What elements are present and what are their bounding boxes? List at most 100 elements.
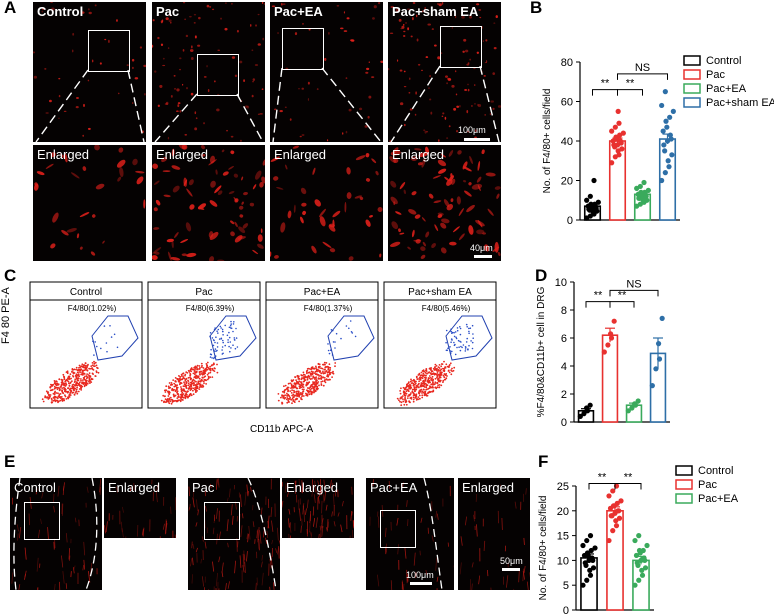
y-tick-label: 80 <box>561 57 573 69</box>
data-point <box>601 349 607 355</box>
image-label-pac: Pac <box>156 4 180 19</box>
sig-bracket <box>588 483 616 490</box>
flow-gate <box>91 315 139 361</box>
legend-swatch <box>683 69 701 80</box>
panel-letter-c: C <box>4 266 17 285</box>
legend-label: Pac+EA <box>706 83 747 95</box>
data-point <box>590 565 597 571</box>
data-point <box>587 193 593 199</box>
data-point <box>615 508 621 514</box>
y-tick-label: 4 <box>561 361 567 373</box>
data-point <box>580 582 586 588</box>
data-point <box>587 402 593 408</box>
roi-box <box>204 502 240 540</box>
image-label-pac-ea: Pac+EA <box>370 480 418 495</box>
y-tick-label: 10 <box>555 277 567 289</box>
tissue-texture <box>33 2 146 137</box>
tissue-texture <box>271 2 383 142</box>
data-point <box>587 572 594 578</box>
image-label-pac-sham-ea: Pac+sham EA <box>392 4 479 19</box>
data-point <box>666 164 672 170</box>
data-point <box>667 132 673 138</box>
legend-swatch <box>675 479 693 490</box>
nerve-image-pac-ea: Pac+EA 100μm <box>366 478 454 590</box>
enlarged-image-pac: Enlarged <box>152 145 265 261</box>
y-tick-label: 8 <box>561 305 567 317</box>
y-tick-label: 20 <box>557 506 569 518</box>
scale-bar-label: 40μm <box>470 243 493 253</box>
legend-label: Pac+EA <box>698 493 739 505</box>
sig-bracket <box>585 301 611 308</box>
data-point <box>595 199 601 205</box>
data-point <box>616 120 622 126</box>
sig-label: ** <box>598 472 607 484</box>
data-point <box>611 142 617 148</box>
scale-bar-label: 100μm <box>458 125 486 135</box>
data-point <box>610 503 617 509</box>
nerve-enlarged-control: Enlarged <box>104 478 176 538</box>
y-tick-label: 60 <box>561 97 573 109</box>
data-point <box>644 197 650 203</box>
enlarged-label: Enlarged <box>274 147 327 162</box>
dorsal-horn-image-pac-ea: Pac+EA <box>270 2 383 142</box>
fiber-texture <box>282 478 354 538</box>
data-point <box>663 118 669 124</box>
fiber-texture <box>188 478 280 590</box>
y-tick-label: 0 <box>563 605 569 614</box>
cell-texture <box>270 145 383 261</box>
data-point <box>634 560 640 566</box>
data-point <box>610 528 616 534</box>
sig-bracket <box>609 289 659 297</box>
data-point <box>584 550 591 556</box>
y-tick-label: 5 <box>563 580 569 592</box>
tissue-texture <box>388 2 501 142</box>
data-point <box>635 398 641 404</box>
data-point <box>662 89 668 95</box>
data-point <box>584 197 590 203</box>
data-point <box>659 102 665 109</box>
data-point <box>636 533 642 539</box>
enlarged-image-pac-sham-ea: Enlarged 40μm <box>388 145 501 261</box>
sig-label: NS <box>626 278 641 290</box>
flow-plot-3: Pac+sham EA F4/80(5.46%) <box>383 281 497 409</box>
data-point <box>665 158 671 164</box>
y-tick-label: 2 <box>561 389 567 401</box>
enlarged-label: Enlarged <box>462 480 515 495</box>
legend-swatch <box>683 83 701 94</box>
data-point <box>620 130 626 136</box>
data-point <box>660 128 666 134</box>
data-point <box>625 408 631 414</box>
scale-bar-label: 50μm <box>500 556 523 566</box>
data-point <box>588 547 594 554</box>
data-point <box>589 555 595 561</box>
data-point <box>581 411 587 417</box>
data-point <box>662 170 668 176</box>
flow-gate <box>445 315 493 361</box>
data-point <box>636 547 643 554</box>
data-point <box>637 183 643 190</box>
y-tick-label: 0 <box>561 417 567 429</box>
data-point <box>644 542 650 549</box>
data-point <box>619 146 625 152</box>
fiber-texture <box>459 484 530 590</box>
flow-gate <box>209 315 257 361</box>
sig-bracket <box>609 301 635 308</box>
fiber-texture <box>104 479 176 538</box>
data-point <box>642 565 649 571</box>
y-tick-label: 0 <box>567 215 573 227</box>
dorsal-horn-image-pac: Pac <box>152 2 265 142</box>
y-tick-label: 10 <box>557 555 569 567</box>
zoom-connectors <box>35 65 500 143</box>
data-point <box>580 542 586 549</box>
flow-gate-label: F4/80(1.02%) <box>68 304 117 313</box>
data-point <box>664 124 670 130</box>
nerve-outline <box>247 478 277 590</box>
sig-label: ** <box>618 290 627 302</box>
data-point <box>640 547 646 554</box>
data-point <box>661 142 667 148</box>
sig-bracket <box>617 73 668 80</box>
data-point <box>668 136 674 142</box>
legend-label: Control <box>698 465 733 477</box>
data-point <box>615 108 621 114</box>
